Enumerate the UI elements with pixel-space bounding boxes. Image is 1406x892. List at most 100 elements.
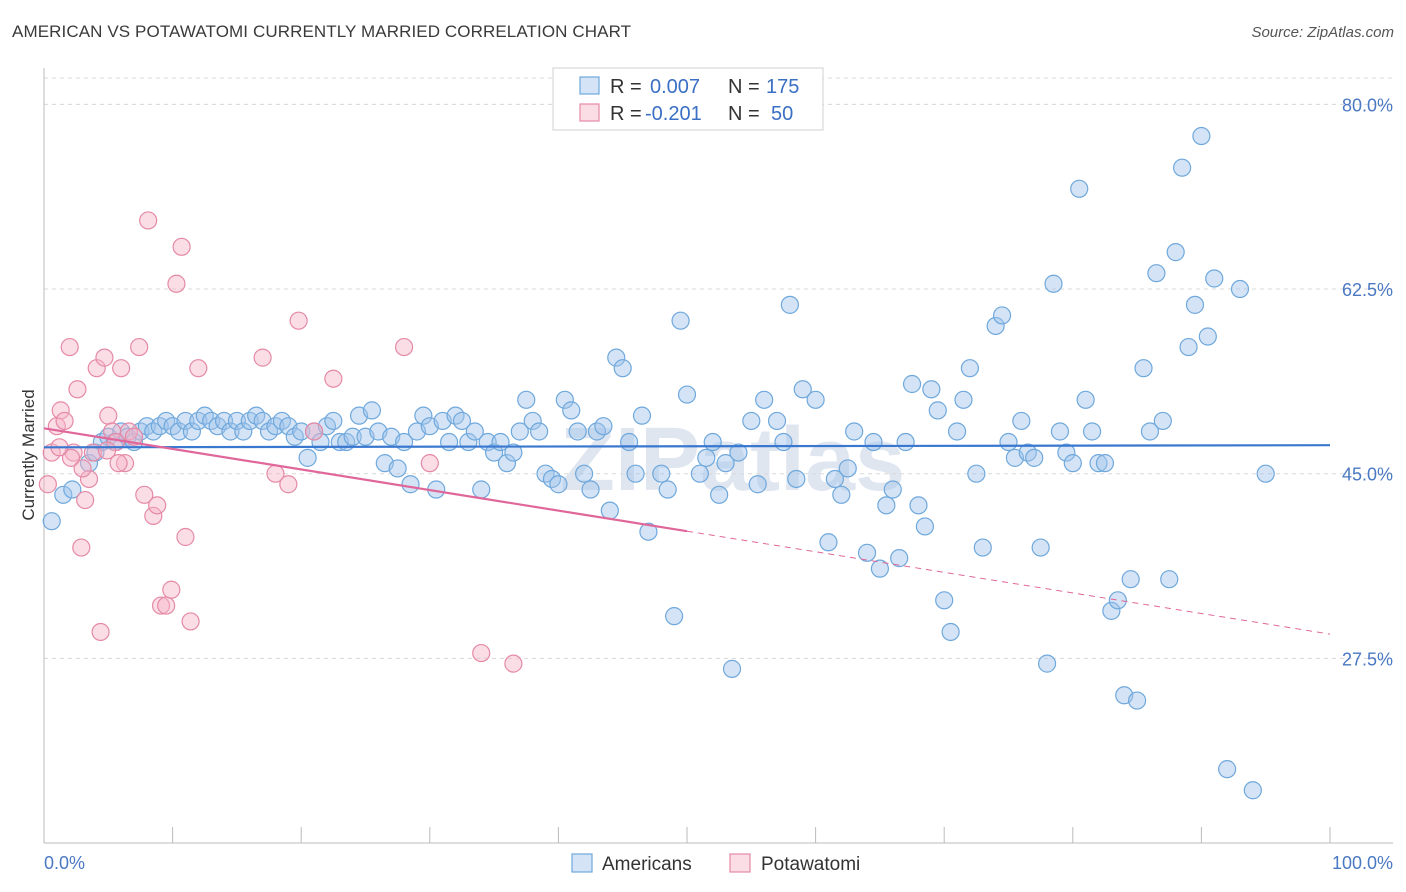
americans-point-108 bbox=[780, 295, 799, 314]
americans-point-145 bbox=[1044, 274, 1063, 293]
series-legend-swatch-potawatomi bbox=[729, 853, 751, 873]
y-tick-labels: 27.5% 45.0% 62.5% 80.0% bbox=[1342, 95, 1393, 669]
americans-point-107 bbox=[774, 432, 793, 452]
series-legend: Americans Potawatomi bbox=[571, 853, 860, 875]
potawatomi-point-5 bbox=[60, 337, 79, 357]
americans-point-100 bbox=[716, 454, 735, 473]
americans-point-80 bbox=[575, 464, 594, 483]
potawatomi-point-7 bbox=[68, 380, 87, 399]
potawatomi-point-8 bbox=[72, 538, 91, 557]
americans-point-61 bbox=[452, 411, 472, 431]
potawatomi-point-28 bbox=[157, 596, 176, 615]
potawatomi-point-35 bbox=[253, 348, 272, 367]
americans-point-114 bbox=[832, 485, 851, 504]
source-credit: Source: ZipAtlas.com bbox=[1251, 24, 1394, 41]
americans-point-142 bbox=[1025, 448, 1044, 467]
americans-point-102 bbox=[729, 443, 748, 462]
americans-point-93 bbox=[665, 607, 684, 626]
potawatomi-points bbox=[38, 211, 523, 673]
potawatomi-point-29 bbox=[162, 580, 181, 599]
americans-point-27 bbox=[234, 422, 253, 441]
potawatomi-point-15 bbox=[99, 406, 118, 425]
americans-point-44 bbox=[343, 427, 362, 446]
potawatomi-point-0 bbox=[38, 475, 57, 494]
americans-point-170 bbox=[1205, 269, 1224, 288]
series-legend-americans: Americans bbox=[602, 854, 692, 875]
potawatomi-point-33 bbox=[181, 612, 200, 631]
americans-point-91 bbox=[652, 464, 671, 483]
legend-n-value-0: 175 bbox=[766, 76, 799, 98]
americans-point-130 bbox=[941, 622, 960, 642]
americans-point-110 bbox=[793, 380, 812, 399]
potawatomi-point-25 bbox=[144, 506, 163, 525]
americans-point-95 bbox=[677, 385, 697, 404]
americans-point-129 bbox=[935, 591, 954, 610]
americans-point-41 bbox=[324, 411, 343, 431]
potawatomi-point-10 bbox=[79, 469, 99, 489]
americans-point-1 bbox=[54, 485, 73, 504]
americans-point-127 bbox=[922, 380, 941, 399]
americans-point-153 bbox=[1095, 454, 1115, 473]
potawatomi-point-40 bbox=[324, 369, 343, 388]
americans-point-146 bbox=[1050, 422, 1070, 441]
legend-r-value-1: -0.201 bbox=[645, 103, 702, 125]
potawatomi-point-22 bbox=[130, 337, 149, 357]
americans-point-71 bbox=[517, 390, 536, 409]
americans-point-126 bbox=[915, 517, 935, 536]
americans-point-151 bbox=[1082, 422, 1102, 441]
americans-point-104 bbox=[748, 475, 767, 494]
potawatomi-point-47 bbox=[61, 448, 81, 467]
legend-r-value-0: 0.007 bbox=[650, 76, 700, 98]
americans-point-96 bbox=[690, 464, 709, 483]
legend-n-label-1: N = bbox=[728, 103, 760, 125]
americans-point-125 bbox=[909, 496, 928, 515]
potawatomi-point-32 bbox=[176, 527, 195, 547]
potawatomi-trend-line bbox=[43, 427, 688, 533]
americans-point-92 bbox=[658, 480, 677, 499]
legend-swatch-americans bbox=[579, 76, 600, 95]
americans-point-51 bbox=[388, 459, 407, 478]
series-legend-potawatomi: Potawatomi bbox=[761, 854, 860, 875]
x-tick-label-max: 100.0% bbox=[1332, 853, 1393, 873]
americans-point-76 bbox=[549, 475, 568, 494]
americans-point-136 bbox=[986, 316, 1005, 336]
potawatomi-point-45 bbox=[73, 459, 92, 478]
americans-point-24 bbox=[214, 411, 234, 431]
americans-point-97 bbox=[697, 448, 716, 467]
americans-point-17 bbox=[169, 422, 189, 441]
chart-title: AMERICAN VS POTAWATOMI CURRENTLY MARRIED… bbox=[12, 22, 632, 41]
potawatomi-point-34 bbox=[189, 359, 208, 378]
americans-point-89 bbox=[632, 406, 652, 425]
americans-point-112 bbox=[819, 533, 838, 552]
potawatomi-point-37 bbox=[279, 475, 298, 494]
trend-lines bbox=[43, 427, 1331, 635]
americans-point-140 bbox=[1012, 411, 1031, 431]
americans-point-105 bbox=[755, 390, 774, 409]
americans-point-116 bbox=[845, 422, 864, 441]
legend-n-label-0: N = bbox=[728, 76, 760, 98]
americans-point-19 bbox=[182, 422, 201, 441]
americans-point-55 bbox=[414, 406, 433, 425]
americans-point-120 bbox=[877, 496, 896, 515]
potawatomi-point-19 bbox=[115, 454, 135, 473]
americans-point-173 bbox=[1243, 781, 1262, 800]
x-tick-label-min: 0.0% bbox=[44, 853, 85, 873]
y-tick-label-1: 45.0% bbox=[1342, 465, 1393, 485]
americans-point-115 bbox=[838, 459, 857, 478]
americans-point-149 bbox=[1070, 179, 1089, 198]
americans-point-63 bbox=[465, 422, 484, 441]
americans-point-72 bbox=[523, 411, 542, 431]
potawatomi-point-38 bbox=[289, 311, 308, 330]
americans-point-66 bbox=[485, 443, 504, 462]
americans-point-166 bbox=[1179, 337, 1198, 357]
potawatomi-point-46 bbox=[109, 454, 128, 473]
americans-point-169 bbox=[1198, 327, 1217, 346]
americans-point-59 bbox=[439, 432, 459, 452]
americans-point-78 bbox=[562, 401, 581, 420]
americans-point-117 bbox=[857, 543, 877, 562]
potawatomi-point-44 bbox=[504, 654, 523, 673]
americans-point-162 bbox=[1153, 411, 1172, 431]
americans-point-131 bbox=[947, 422, 967, 441]
americans-point-118 bbox=[864, 432, 883, 452]
